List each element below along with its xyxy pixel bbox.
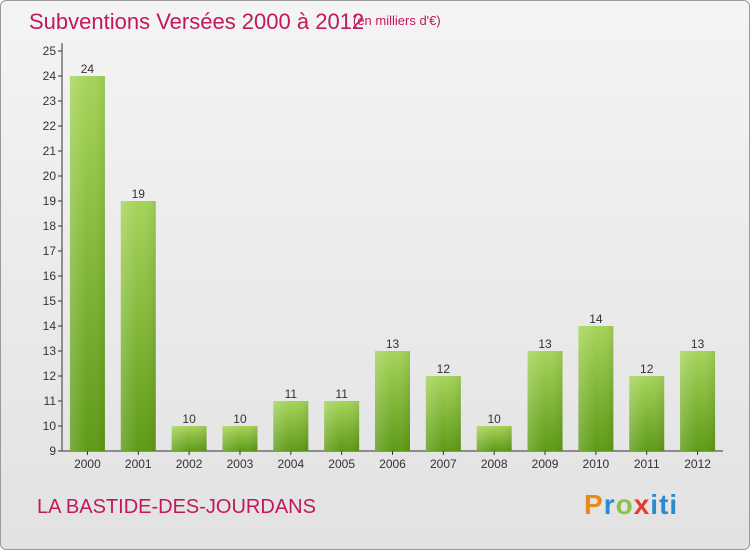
y-tick-label: 11 [44, 394, 57, 408]
data-label: 13 [386, 337, 400, 351]
x-tick-label: 2005 [328, 457, 355, 471]
y-tick-label: 13 [43, 344, 57, 358]
bar-shade [324, 401, 360, 451]
place-name: LA BASTIDE-DES-JOURDANS [37, 496, 316, 518]
data-label: 19 [132, 187, 146, 201]
bar-shade [680, 351, 716, 451]
bar-chart: 9 10 11 12 13 14 15 16 17 18 19 20 21 22 23 24 25 24 2000 1… [43, 43, 723, 471]
x-tick-label: 2001 [125, 457, 152, 471]
bar-shade [375, 351, 410, 451]
data-label: 24 [81, 62, 95, 76]
y-tick-label: 18 [43, 219, 57, 233]
bar-shade [425, 376, 461, 451]
y-tick-label: 24 [43, 69, 57, 83]
proxiti-logo: Proxiti [584, 489, 679, 520]
chart-unit: (en milliers d'€) [353, 13, 441, 28]
x-tick-label: 2010 [583, 457, 610, 471]
bar-shade [120, 201, 156, 451]
x-tick-label: 2008 [481, 457, 508, 471]
bar-shade [171, 426, 207, 451]
bar-shade [273, 401, 309, 451]
data-label: 10 [233, 412, 247, 426]
data-label: 11 [285, 387, 298, 401]
x-tick-label: 2011 [634, 457, 660, 471]
x-tick-label: 2006 [379, 457, 406, 471]
chart-title: Subventions Versées 2000 à 2012 [29, 9, 365, 34]
y-tick-label: 10 [43, 419, 57, 433]
y-tick-label: 14 [43, 319, 57, 333]
y-tick-label: 15 [43, 294, 57, 308]
bar-shade [629, 376, 665, 451]
bar-shade [69, 76, 105, 451]
y-tick-label: 12 [43, 369, 57, 383]
data-label: 11 [335, 387, 348, 401]
bar-shade [476, 426, 512, 451]
data-label: 13 [691, 337, 705, 351]
y-tick-label: 25 [43, 44, 57, 58]
x-tick-label: 2012 [684, 457, 711, 471]
x-tick-label: 2000 [74, 457, 101, 471]
bar-shade [222, 426, 258, 451]
data-label: 12 [640, 362, 654, 376]
y-tick-label: 20 [43, 169, 57, 183]
x-tick-label: 2009 [532, 457, 559, 471]
x-tick-label: 2007 [430, 457, 457, 471]
y-tick-label: 23 [43, 94, 57, 108]
data-label: 10 [182, 412, 196, 426]
data-label: 13 [538, 337, 552, 351]
data-label: 10 [488, 412, 502, 426]
x-tick-label: 2004 [277, 457, 304, 471]
bar-shade [527, 351, 563, 451]
data-label: 12 [437, 362, 451, 376]
y-tick-label: 22 [43, 119, 57, 133]
y-tick-label: 19 [43, 194, 57, 208]
bar-shade [578, 326, 614, 451]
x-tick-label: 2002 [176, 457, 203, 471]
y-tick-label: 16 [43, 269, 57, 283]
y-tick-label: 9 [49, 444, 56, 458]
y-tick-label: 17 [43, 244, 57, 258]
data-label: 14 [589, 312, 603, 326]
y-tick-label: 21 [43, 144, 57, 158]
x-tick-label: 2003 [227, 457, 254, 471]
